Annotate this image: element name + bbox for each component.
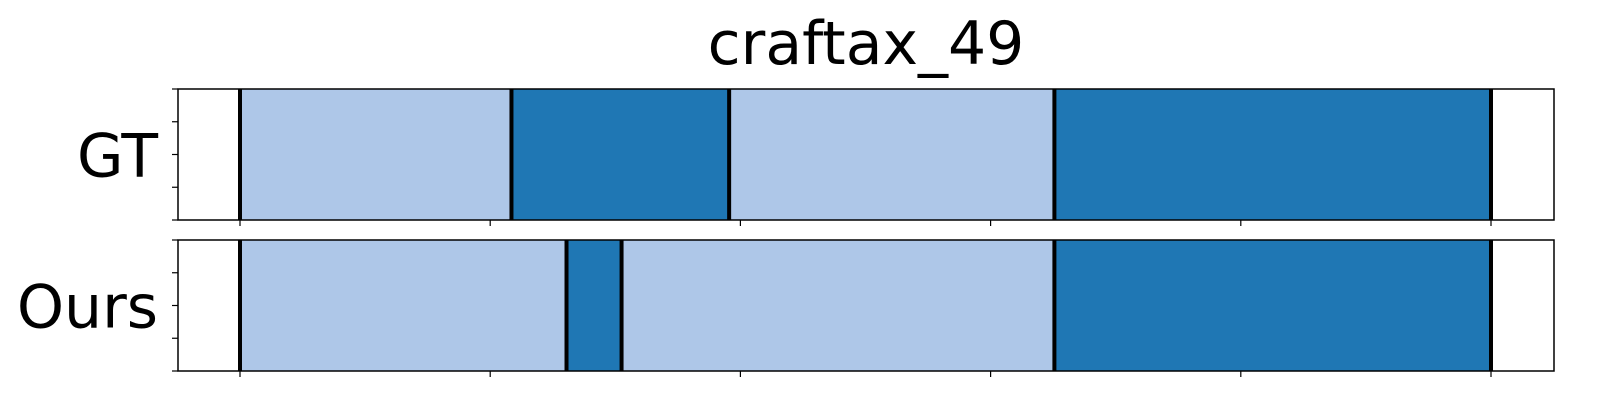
chart-title: craftax_49 — [708, 9, 1025, 79]
segment-gt-1 — [511, 89, 730, 220]
segment-ours-2 — [621, 240, 1055, 371]
row-label-gt: GT — [77, 122, 158, 192]
row-gt: GT — [77, 88, 1555, 226]
segment-gt-3 — [1054, 89, 1491, 220]
row-label-ours: Ours — [17, 273, 158, 343]
segment-ours-1 — [566, 240, 622, 371]
segment-gt-0 — [240, 89, 512, 220]
row-ours: Ours — [17, 239, 1555, 377]
rows-group: GT Ours — [17, 88, 1555, 377]
segment-ours-3 — [1054, 240, 1491, 371]
segment-ours-0 — [240, 240, 567, 371]
segment-gt-2 — [729, 89, 1055, 220]
